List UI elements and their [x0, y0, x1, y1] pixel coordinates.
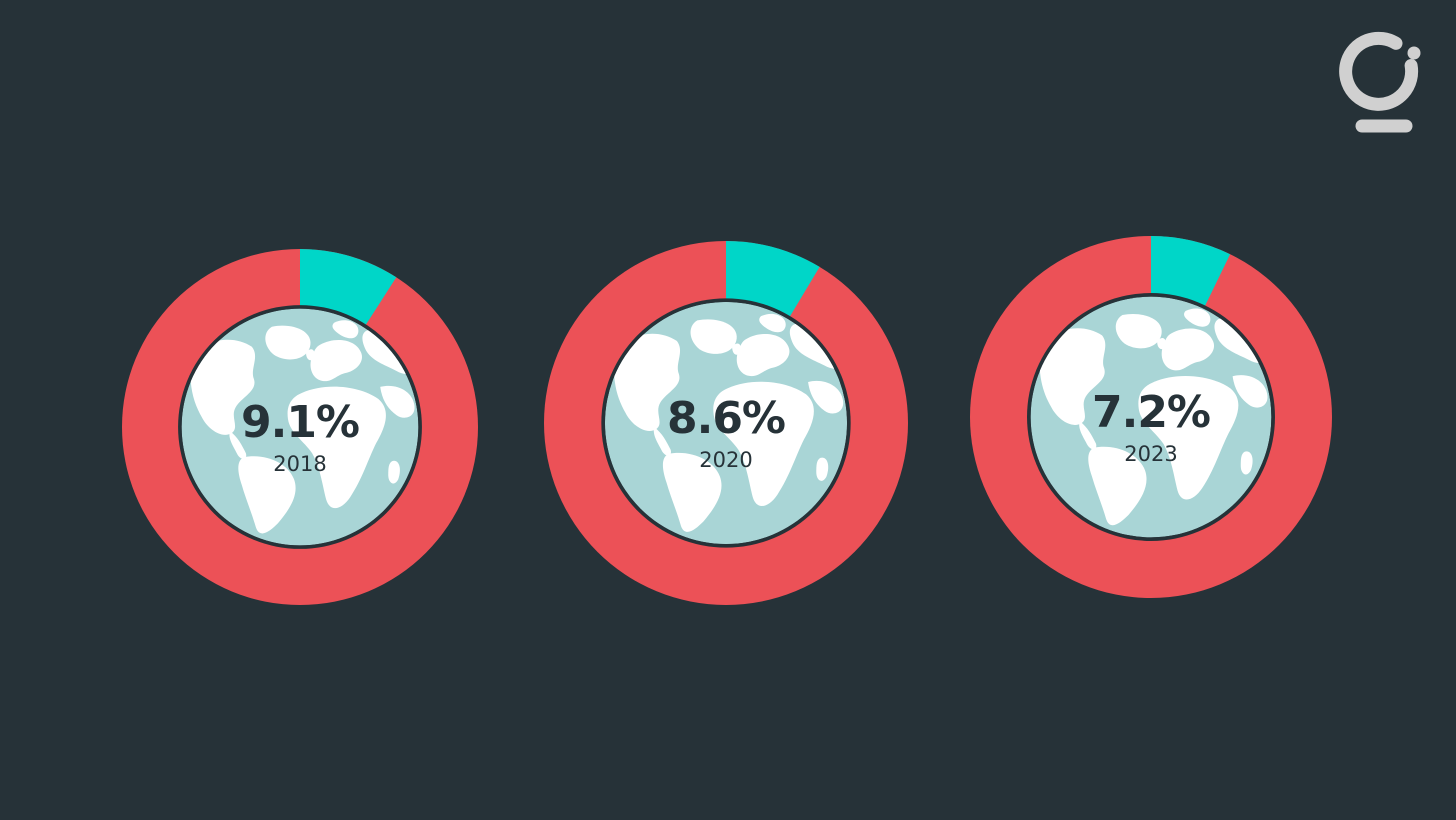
year-label: 2018: [273, 452, 326, 476]
brand-logo-icon: [1339, 31, 1421, 133]
globe-icon: [604, 301, 848, 545]
value-label: 7.2%: [1092, 387, 1210, 438]
globe-icon: [1030, 296, 1272, 538]
value-label: 9.1%: [241, 397, 359, 448]
charts-layer: 9.1% 2018 8.6% 2020 7.2% 2023: [122, 236, 1332, 605]
year-label: 2023: [1124, 442, 1177, 466]
donut-chart-2018: 9.1% 2018: [122, 249, 478, 605]
value-label: 8.6%: [667, 393, 785, 444]
year-label: 2020: [699, 448, 752, 472]
donut-chart-2023: 7.2% 2023: [970, 236, 1332, 598]
globe-icon: [181, 308, 419, 546]
donut-chart-2020: 8.6% 2020: [544, 240, 908, 605]
